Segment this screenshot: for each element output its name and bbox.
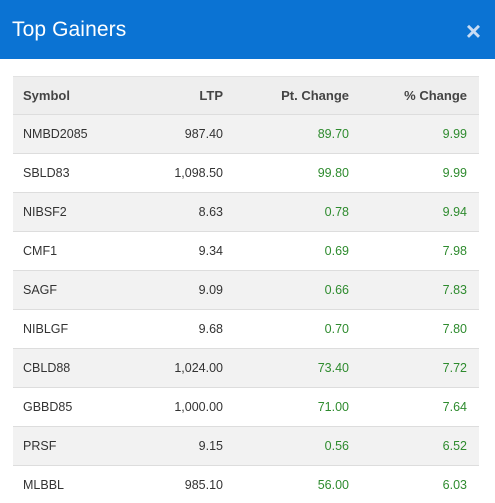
table-header-row: Symbol LTP Pt. Change % Change — [13, 76, 479, 115]
ltp-cell: 987.40 — [184, 127, 223, 141]
table-row[interactable]: GBBD85 1,000.00 71.00 7.64 — [13, 387, 479, 427]
modal-header: Top Gainers × — [0, 0, 495, 59]
table-row[interactable]: SAGF 9.09 0.66 7.83 — [13, 270, 479, 310]
table-row[interactable]: MLBBL 985.10 56.00 6.03 — [13, 465, 479, 503]
symbol-cell: NIBSF2 — [23, 205, 67, 219]
pt-change-cell: 71.00 — [317, 400, 349, 414]
pct-change-cell: 7.64 — [442, 400, 467, 414]
close-icon[interactable]: × — [465, 15, 481, 46]
pt-change-cell: 0.66 — [324, 283, 349, 297]
pct-change-cell: 9.99 — [442, 127, 467, 141]
ltp-cell: 9.09 — [198, 283, 223, 297]
pt-change-cell: 0.78 — [324, 205, 349, 219]
pt-change-cell: 99.80 — [317, 166, 349, 180]
pct-change-cell: 6.03 — [442, 478, 467, 493]
pct-change-cell: 9.99 — [442, 166, 467, 180]
pct-change-cell: 7.83 — [442, 283, 467, 297]
ltp-cell: 8.63 — [198, 205, 223, 219]
ltp-cell: 1,098.50 — [174, 166, 223, 180]
pct-change-cell: 6.52 — [442, 439, 467, 453]
pt-change-cell: 56.00 — [317, 478, 349, 493]
pct-change-cell: 9.94 — [442, 205, 467, 219]
pt-change-cell: 0.70 — [324, 322, 349, 336]
symbol-cell: NIBLGF — [23, 322, 69, 336]
modal-body: Symbol LTP Pt. Change % Change NMBD2085 9… — [0, 59, 495, 503]
symbol-cell: NMBD2085 — [23, 127, 88, 141]
pct-change-cell: 7.98 — [442, 244, 467, 258]
ltp-cell: 9.15 — [198, 439, 223, 453]
pct-change-cell: 7.72 — [442, 361, 467, 375]
table-row[interactable]: CBLD88 1,024.00 73.40 7.72 — [13, 348, 479, 388]
modal-title: Top Gainers — [12, 17, 127, 41]
ltp-cell: 985.10 — [184, 478, 223, 493]
symbol-cell: PRSF — [23, 439, 57, 453]
symbol-cell: MLBBL — [23, 478, 64, 493]
column-header-pct-change[interactable]: % Change — [361, 76, 479, 115]
column-header-symbol[interactable]: Symbol — [13, 76, 123, 115]
ltp-cell: 9.34 — [198, 244, 223, 258]
ltp-cell: 1,024.00 — [174, 361, 223, 375]
pt-change-cell: 73.40 — [317, 361, 349, 375]
ltp-cell: 1,000.00 — [174, 400, 223, 414]
table-row[interactable]: PRSF 9.15 0.56 6.52 — [13, 426, 479, 466]
column-header-pt-change[interactable]: Pt. Change — [235, 76, 361, 115]
ltp-cell: 9.68 — [198, 322, 223, 336]
table-row[interactable]: NIBLGF 9.68 0.70 7.80 — [13, 309, 479, 349]
symbol-cell: SBLD83 — [23, 166, 70, 180]
symbol-cell: GBBD85 — [23, 400, 73, 414]
table-row[interactable]: NIBSF2 8.63 0.78 9.94 — [13, 192, 479, 232]
pt-change-cell: 89.70 — [317, 127, 349, 141]
symbol-cell: CMF1 — [23, 244, 58, 258]
table-row[interactable]: NMBD2085 987.40 89.70 9.99 — [13, 114, 479, 154]
symbol-cell: CBLD88 — [23, 361, 71, 375]
column-header-ltp[interactable]: LTP — [123, 76, 235, 115]
pt-change-cell: 0.69 — [324, 244, 349, 258]
table-row[interactable]: SBLD83 1,098.50 99.80 9.99 — [13, 153, 479, 193]
symbol-cell: SAGF — [23, 283, 58, 297]
gainers-table: Symbol LTP Pt. Change % Change NMBD2085 9… — [13, 76, 479, 503]
table-row[interactable]: CMF1 9.34 0.69 7.98 — [13, 231, 479, 271]
pt-change-cell: 0.56 — [324, 439, 349, 453]
pct-change-cell: 7.80 — [442, 322, 467, 336]
